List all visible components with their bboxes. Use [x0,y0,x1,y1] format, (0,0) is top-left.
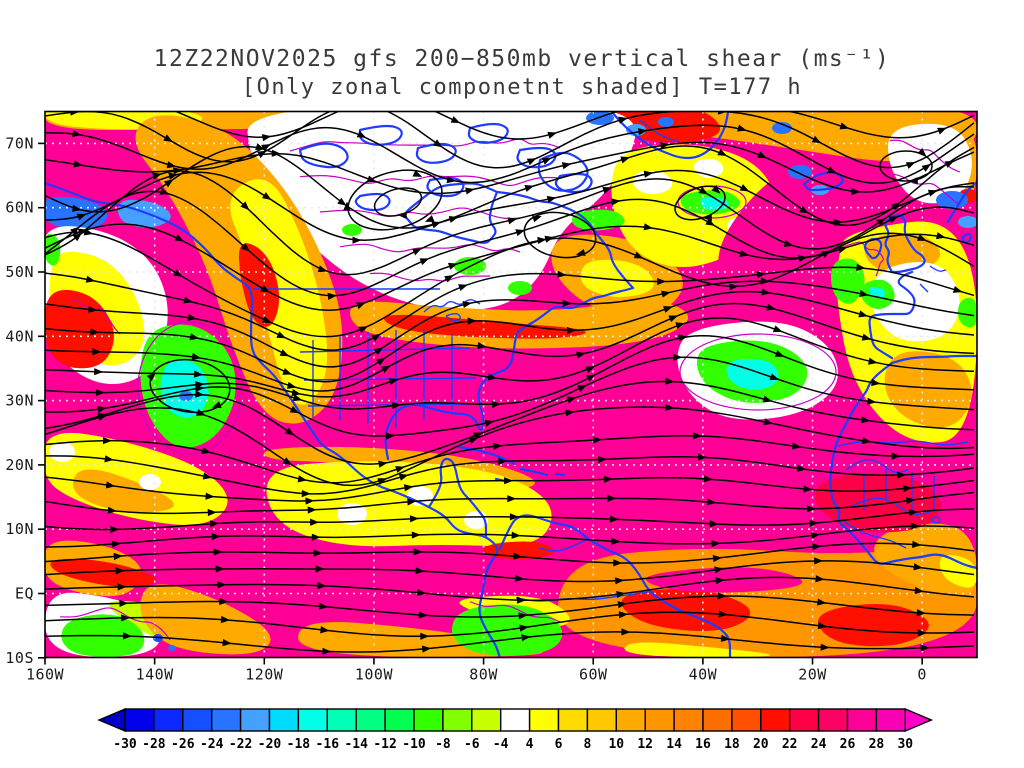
colorbar-box [817,708,849,732]
colorbar-box [326,708,357,732]
colorbar-box [586,708,618,732]
colorbar-tick-label: 20 [753,737,769,752]
colorbar-tick-label: -24 [200,737,224,752]
colorbar-tick-label: -14 [344,737,368,752]
colorbar-box [615,708,646,732]
colorbar-tick-label: -8 [435,737,451,752]
streamline-arrowheads [70,111,963,655]
colorbar-box [297,708,328,732]
colorbar-tick-label: -28 [142,737,166,752]
y-tick-label: 10N [5,520,34,538]
colorbar: -30 -28 -26 -24 -22 -20 -18 -16 -14 -12 -10 -8 -6 -4 4… [97,707,934,752]
colorbar-tick-label: -20 [258,737,282,752]
colorbar-box [124,708,155,732]
y-tick-label: 10S [5,649,34,667]
colorbar-box [153,708,184,732]
y-tick-label: 70N [5,134,34,152]
x-tick-label: 40W [689,666,718,684]
streamlines-layer [45,111,975,653]
colorbar-tick-label: 28 [869,737,885,752]
colorbar-tick-label: 22 [782,737,798,752]
colorbar-tick-label: -22 [229,737,252,752]
y-tick-label: 20N [5,456,34,474]
colorbar-tick-label: 10 [608,737,624,752]
colorbar-box [471,708,502,732]
colorbar-tick-label: 4 [526,737,534,752]
colorbar-tick-label: 30 [897,737,913,752]
graticule [45,111,977,658]
colorbar-tick-label: -18 [287,737,311,752]
x-tick-label: 160W [26,666,65,684]
colorbar-tick-label: -10 [402,737,426,752]
colorbar-tick-label: 16 [695,737,711,752]
colorbar-left-arrow [97,707,126,733]
y-tick-label: 50N [5,263,34,281]
colorbar-tick-label: -12 [373,737,396,752]
x-tick-label: 80W [469,666,498,684]
colorbar-tick-label: 26 [840,737,856,752]
colorbar-tick-label: 24 [811,737,827,752]
colorbar-box [789,708,820,732]
y-tick-label: 30N [5,392,34,410]
colorbar-box [846,708,878,732]
colorbar-box [702,708,733,732]
colorbar-tick-label: -26 [171,737,195,752]
colorbar-box [875,708,907,732]
colorbar-box [210,708,242,732]
colorbar-box [760,708,791,732]
colorbar-tick-label: 8 [583,737,591,752]
shading-layer [45,111,977,658]
y-tick-label: EQ [15,585,34,603]
x-tick-label: 20W [798,666,827,684]
colorbar-tick-label: -6 [464,737,480,752]
x-tick-label: 140W [136,666,175,684]
map-layers [45,111,977,658]
colorbar-box [182,708,213,732]
contour-lines-layer [59,138,961,641]
colorbar-box [528,708,560,732]
colorbar-box [644,708,675,732]
colorbar-tick-label: 12 [637,737,653,752]
colorbar-tick-label: 14 [666,737,682,752]
colorbar-box [673,708,704,732]
chart-title: 12Z22NOV2025 gfs 200−850mb vertical shea… [0,46,1024,100]
colorbar-tick-label: -4 [493,737,509,752]
chart-title-line2: [Only zonal componetnt shaded] T=177 h [241,75,803,100]
chart-title-line1: 12Z22NOV2025 gfs 200−850mb vertical shea… [153,46,891,72]
colorbar-box [355,708,386,732]
colorbar-box [731,708,762,732]
y-tick-label: 60N [5,199,34,217]
colorbar-tick-label: -30 [113,737,137,752]
x-tick-label: 60W [579,666,608,684]
x-tick-label: 0 [917,666,927,684]
y-tick-label: 40N [5,327,34,345]
colorbar-box [413,708,444,732]
x-tick-label: 100W [355,666,394,684]
colorbar-box [557,708,589,732]
colorbar-tick-label: 6 [555,737,563,752]
colorbar-box [500,708,531,732]
colorbar-tick-label: 18 [724,737,740,752]
colorbar-box [239,708,271,732]
colorbar-right-arrow [904,707,934,733]
x-tick-label: 120W [245,666,284,684]
colorbar-box [268,708,300,732]
colorbar-tick-label: -16 [316,737,340,752]
colorbar-box [442,708,473,732]
colorbar-box [384,708,415,732]
